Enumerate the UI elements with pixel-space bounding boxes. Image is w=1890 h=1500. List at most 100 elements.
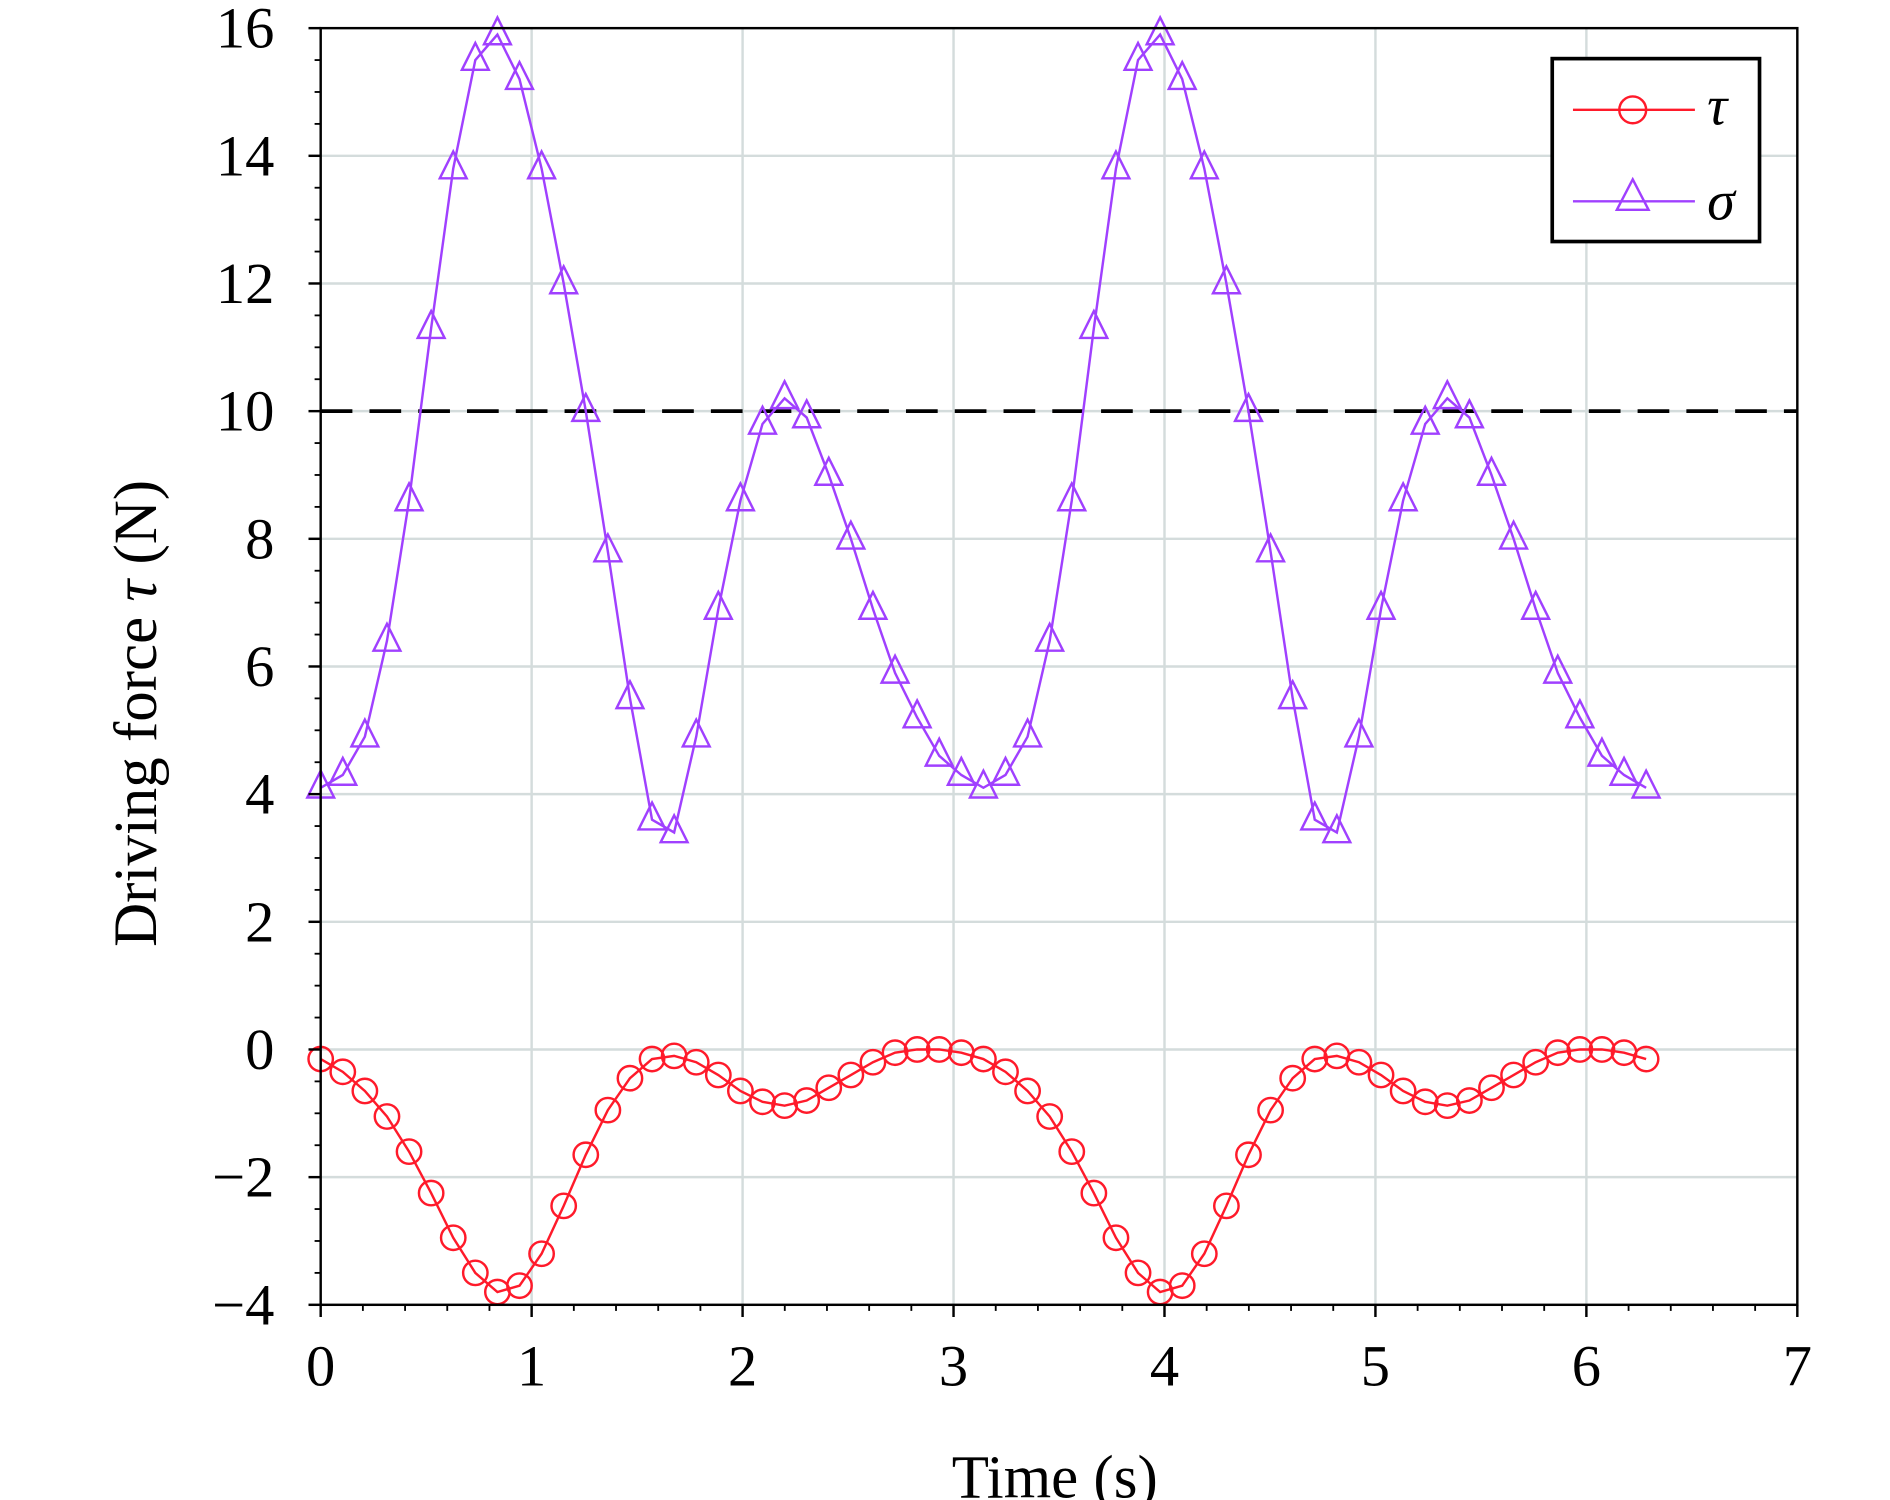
- data-point: [526, 148, 557, 180]
- legend-item-tau: τ: [1572, 75, 1729, 137]
- data-point: [879, 653, 911, 684]
- data-point: [903, 1036, 931, 1063]
- data-point: [415, 308, 447, 340]
- data-point: [1279, 1064, 1307, 1092]
- series-line: [320, 1048, 1647, 1294]
- data-point: [791, 397, 823, 429]
- data-point: [1102, 1224, 1130, 1252]
- data-point: [1056, 480, 1088, 512]
- data-point: [594, 1096, 622, 1124]
- y-tick-label: 14: [216, 123, 275, 188]
- data-point: [1520, 589, 1552, 620]
- series-tau: [307, 1036, 1660, 1306]
- data-point: [393, 480, 425, 512]
- y-tick-label: −4: [212, 1272, 274, 1337]
- data-point: [1455, 1087, 1483, 1114]
- data-point: [704, 1061, 732, 1089]
- x-tick-label: 1: [517, 1333, 546, 1398]
- data-point: [1277, 678, 1309, 710]
- data-point: [1365, 589, 1397, 620]
- x-tick-label: 0: [306, 1333, 335, 1398]
- data-point: [1454, 397, 1485, 429]
- data-point: [329, 1058, 357, 1086]
- legend-box: [1550, 56, 1762, 244]
- data-point: [682, 1048, 710, 1076]
- data-point: [1367, 1061, 1395, 1089]
- data-point: [1036, 1103, 1064, 1130]
- data-point: [1498, 519, 1529, 550]
- data-point: [923, 736, 955, 767]
- x-tick-label: 7: [1783, 1333, 1812, 1398]
- data-point: [859, 1048, 887, 1076]
- data-point: [749, 1088, 776, 1116]
- data-point: [1034, 621, 1066, 652]
- data-point: [837, 1061, 865, 1089]
- series-layer: [305, 14, 1662, 1306]
- data-point: [815, 1074, 843, 1102]
- data-point: [1411, 1088, 1439, 1116]
- data-point: [1012, 716, 1043, 748]
- data-point: [725, 480, 756, 512]
- data-point: [482, 14, 513, 46]
- data-point: [769, 378, 800, 410]
- data-point: [1144, 14, 1176, 46]
- data-point: [1630, 767, 1662, 799]
- data-point: [1409, 404, 1441, 435]
- y-tick-label: 6: [245, 634, 274, 699]
- y-tick-label: 16: [216, 0, 275, 61]
- data-point: [550, 1192, 578, 1220]
- data-point: [747, 404, 778, 435]
- data-point: [1632, 1045, 1660, 1073]
- data-point: [504, 59, 535, 91]
- data-point: [614, 678, 646, 710]
- y-tick-label: 12: [216, 251, 275, 316]
- data-point: [726, 1077, 754, 1105]
- data-point: [1122, 40, 1154, 72]
- data-point: [1345, 1048, 1373, 1076]
- data-point: [945, 755, 977, 786]
- data-point: [793, 1087, 821, 1114]
- data-point: [327, 755, 359, 786]
- data-point: [1235, 1141, 1262, 1169]
- data-point: [992, 1058, 1019, 1086]
- legend: τ σ: [1550, 56, 1762, 244]
- y-tick-label: 0: [245, 1017, 274, 1082]
- data-point: [1564, 697, 1596, 729]
- x-axis-label: Time (s): [952, 1444, 1158, 1500]
- data-point: [1100, 148, 1132, 180]
- data-point: [1257, 1096, 1284, 1124]
- y-tick-label: 10: [216, 379, 275, 444]
- data-point: [1233, 391, 1264, 423]
- data-point: [1190, 1240, 1218, 1268]
- data-point: [990, 755, 1021, 786]
- data-point: [528, 1240, 556, 1268]
- data-point: [1211, 263, 1242, 295]
- data-point: [459, 40, 491, 72]
- data-point: [616, 1064, 644, 1092]
- data-point: [373, 1103, 401, 1130]
- data-point: [636, 799, 668, 831]
- data-point: [835, 519, 867, 550]
- data-point: [1387, 480, 1419, 512]
- data-point: [395, 1138, 423, 1166]
- data-point: [813, 455, 845, 486]
- data-point: [1188, 148, 1220, 180]
- data-point: [1301, 1045, 1329, 1073]
- data-point: [1078, 308, 1110, 340]
- data-point: [1586, 736, 1618, 767]
- data-point: [1124, 1259, 1152, 1287]
- x-tick-label: 4: [1150, 1333, 1179, 1398]
- data-point: [1343, 716, 1375, 748]
- data-point: [506, 1272, 533, 1300]
- data-point: [680, 716, 712, 748]
- data-point: [1058, 1138, 1086, 1166]
- y-tick-label: 8: [245, 506, 274, 571]
- data-point: [1168, 1272, 1196, 1300]
- data-point: [857, 589, 889, 620]
- data-point: [1299, 799, 1331, 831]
- legend-label-sigma: σ: [1707, 171, 1737, 233]
- y-axis-label: Driving force τ (N): [103, 480, 170, 947]
- x-tick-label: 2: [728, 1333, 757, 1398]
- data-point: [1588, 1036, 1616, 1063]
